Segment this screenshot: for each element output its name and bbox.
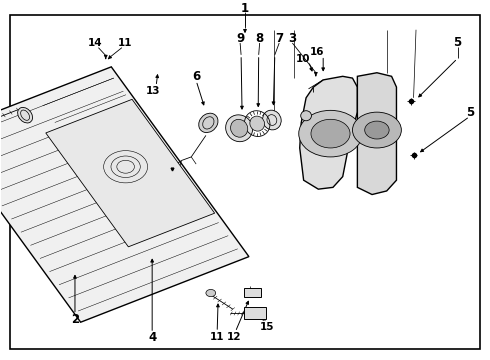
FancyBboxPatch shape (244, 307, 266, 319)
Text: 9: 9 (236, 32, 244, 45)
Text: 15: 15 (260, 322, 274, 332)
Text: 12: 12 (227, 332, 242, 342)
Ellipse shape (18, 107, 32, 123)
Polygon shape (46, 99, 215, 247)
Text: 2: 2 (71, 313, 79, 326)
Text: 16: 16 (310, 47, 324, 57)
Text: 14: 14 (88, 39, 102, 48)
Polygon shape (300, 76, 357, 189)
Text: 11: 11 (118, 39, 132, 48)
Ellipse shape (301, 111, 312, 121)
Ellipse shape (199, 113, 218, 132)
Text: 10: 10 (295, 54, 310, 64)
Text: 8: 8 (255, 32, 264, 45)
Circle shape (365, 121, 389, 139)
Text: 7: 7 (275, 32, 283, 45)
Text: 13: 13 (146, 86, 160, 96)
Circle shape (352, 112, 401, 148)
Text: 3: 3 (288, 32, 296, 45)
Circle shape (299, 111, 362, 157)
Text: 5: 5 (453, 36, 462, 49)
Polygon shape (0, 67, 249, 322)
Text: 6: 6 (192, 70, 200, 83)
Polygon shape (357, 73, 396, 194)
Ellipse shape (263, 110, 281, 130)
Ellipse shape (250, 116, 265, 131)
Ellipse shape (231, 119, 248, 137)
Text: 11: 11 (210, 332, 224, 342)
Ellipse shape (226, 115, 253, 142)
Text: 4: 4 (148, 331, 156, 344)
Text: 5: 5 (466, 105, 474, 119)
FancyBboxPatch shape (244, 288, 261, 297)
Circle shape (311, 119, 350, 148)
Circle shape (206, 289, 216, 297)
Text: 1: 1 (241, 3, 249, 15)
